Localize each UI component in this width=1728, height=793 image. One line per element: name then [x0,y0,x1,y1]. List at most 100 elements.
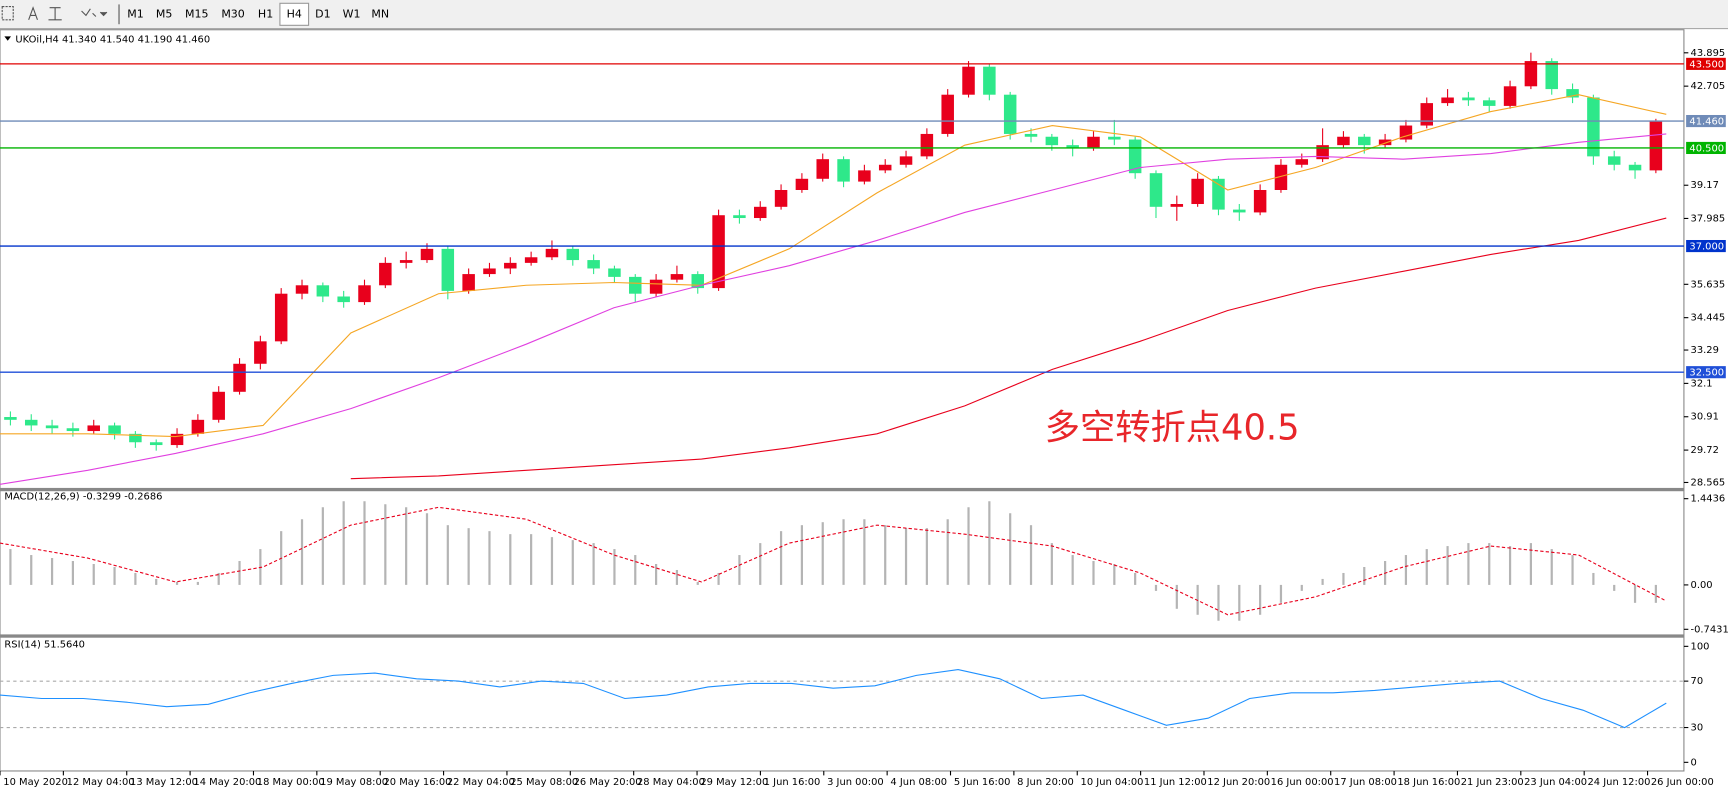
panel-separator [0,487,1684,492]
candle-body [816,159,829,179]
candle-body [504,262,517,269]
candle-body [649,279,663,294]
candle-body [1108,136,1121,140]
candle-body [670,274,684,280]
y-tick-label: 1.4436 [1691,494,1726,505]
y-tick-label: 28.565 [1691,477,1726,488]
x-tick-label: 26 Jun 00:00 [1651,777,1714,788]
level-label: 41.460 [1689,117,1724,128]
candle-body [733,215,746,219]
candle-body [566,248,580,261]
button-label: W1 [343,7,361,20]
candle-body [379,262,392,286]
candle-body [1212,178,1225,210]
annotation: 多空转折点40.5 [1045,408,1300,449]
button-label: H1 [258,7,273,20]
x-tick-label: 20 May 16:00 [384,777,452,788]
x-tick-label: 4 Jun 08:00 [890,777,947,788]
x-tick-label: 8 Jun 20:00 [1017,777,1074,788]
x-tick-label: 24 Jun 12:00 [1587,777,1650,788]
y-tick-label: 34.445 [1691,313,1726,324]
y-tick-label: 0 [1691,757,1697,768]
panel-separator [0,634,1684,638]
y-tick-label: 100 [1691,641,1710,652]
candle-body [1462,97,1475,101]
level-label-box [1686,141,1726,155]
candle-body [608,268,621,277]
timeframe-button[interactable]: D1 [315,7,330,20]
candle-body [1545,61,1558,90]
candle-body [24,419,38,426]
candle-body [170,433,184,446]
candle-body [1566,89,1579,98]
candle-body [420,248,434,261]
x-tick-label: 23 Jun 04:00 [1524,777,1587,788]
x-tick-label: 21 Jun 23:00 [1461,777,1524,788]
candle-body [295,285,309,294]
indicator-line [350,217,1667,480]
timeframe-button[interactable]: M1 [127,7,144,20]
indicator-line [0,506,1667,616]
x-tick-label: 12 May 04:00 [67,777,135,788]
timeframe-button[interactable]: W1 [343,7,361,20]
candle-body [254,341,267,364]
x-tick-label: 25 May 08:00 [510,777,578,788]
button-label: H4 [287,7,302,20]
x-tick-label: 29 May 12:00 [700,777,768,788]
level-label: 37.000 [1689,242,1724,253]
y-tick-label: 33.29 [1691,345,1719,356]
y-tick-label: 30 [1691,723,1704,734]
x-tick-label: 14 May 20:00 [193,777,261,788]
candle-body [1024,133,1038,137]
candle-body [878,164,892,171]
candle-body [1087,136,1100,148]
toolbar-icons [1,4,120,25]
candle-body [337,296,350,303]
button-label: MN [371,7,389,20]
candle-body [587,260,600,269]
x-tick-label: 22 May 04:00 [447,777,515,788]
candle-body [1482,100,1496,106]
candle-body [358,285,371,303]
timeframe-button[interactable]: M15 [185,7,209,20]
candle-body [4,417,17,420]
timeframe-button[interactable]: M30 [221,7,245,20]
candle-body [1170,204,1184,207]
candle-body [1253,189,1267,213]
timeframe-button[interactable]: H1 [258,7,273,20]
candle-body [1503,86,1517,106]
candle-body [66,428,80,432]
timeframe-button[interactable]: M5 [156,7,173,20]
candle-body [1524,61,1538,87]
candle-body [1233,209,1246,213]
candle-body [983,66,996,95]
candle-body [399,260,413,263]
x-tick-label: 1 Jun 16:00 [764,777,821,788]
candle-body [191,419,205,434]
x-tick-label: 3 Jun 00:00 [827,777,884,788]
candle-body [1378,139,1392,146]
candle-body [1045,136,1059,146]
y-tick-label: 37.985 [1691,213,1726,224]
candle-body [1420,103,1434,126]
x-tick-label: 13 May 12:00 [130,777,198,788]
level-label: 43.500 [1689,59,1724,70]
candle-body [1628,164,1642,171]
candle-body [1066,145,1079,148]
candle-body [1191,178,1204,205]
level-label-box [1686,57,1726,70]
symbol-menu[interactable] [4,36,12,41]
candle-body [108,425,121,434]
button-label: M5 [156,7,173,20]
y-tick-label: 39.17 [1691,180,1719,191]
candle-body [212,391,225,420]
candle-body [483,268,496,275]
indicator-title: MACD(12,26,9) -0.3299 -0.2686 [4,492,162,503]
candle-body [1003,94,1017,134]
button-label: M1 [127,7,144,20]
candle-body [524,257,538,263]
candle-body [1399,125,1413,140]
timeframe-button[interactable]: H4 [279,2,310,26]
timeframe-button[interactable]: MN [371,7,389,20]
